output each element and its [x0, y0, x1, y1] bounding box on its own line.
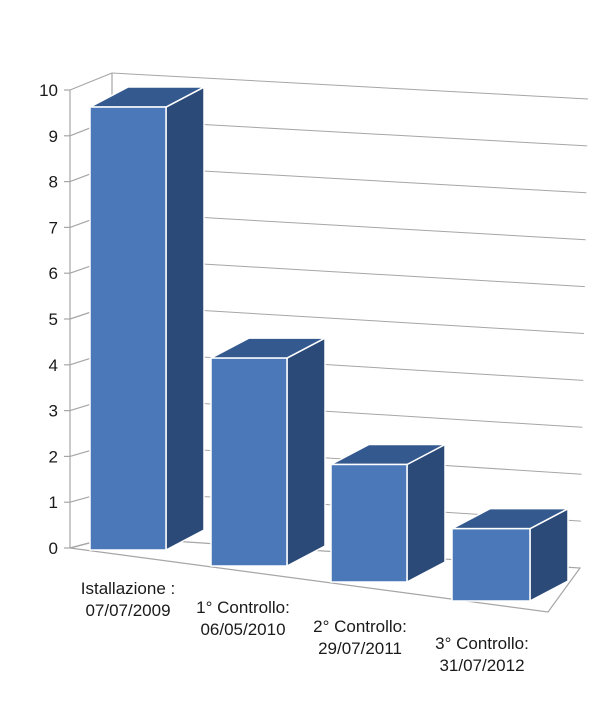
x-axis-labels: Istallazione : 07/07/2009 1° Controllo: 06/… [81, 579, 529, 675]
bar-side-face [406, 443, 446, 583]
y-tick-label: 1 [49, 493, 58, 512]
x-category-label-line: 1° Controllo: [196, 598, 290, 617]
y-tick-label: 6 [49, 264, 58, 283]
y-tick-label: 0 [49, 539, 58, 558]
x-category-label: 3° Controllo: 31/07/2012 [435, 634, 529, 675]
x-category-label-line: 06/05/2010 [200, 620, 285, 639]
side-wall-gridline [69, 72, 113, 91]
bars [89, 86, 569, 602]
bar-2 [210, 337, 326, 567]
bar-1 [89, 86, 205, 551]
x-category-label-line: 31/07/2012 [439, 656, 524, 675]
y-axis-ticks: 0 1 2 3 4 5 6 7 8 9 10 [39, 81, 58, 558]
bar-3 [330, 443, 446, 583]
bar-front-face [451, 527, 531, 602]
bar-side-face [286, 337, 326, 567]
y-tick-label: 10 [39, 81, 58, 100]
x-category-label-line: 29/07/2011 [318, 639, 402, 658]
y-tick-label: 7 [49, 218, 58, 237]
bar-front-face [210, 357, 288, 567]
x-category-label: 2° Controllo: 29/07/2011 [313, 617, 407, 658]
bar-side-face [165, 86, 205, 551]
y-tick-label: 8 [49, 173, 58, 192]
y-tick-label: 2 [49, 447, 58, 466]
bar-front-face [89, 106, 167, 551]
x-category-label-line: Istallazione : [81, 579, 176, 598]
gridline [111, 72, 589, 100]
y-tick-label: 5 [49, 310, 58, 329]
x-category-label-line: 3° Controllo: [435, 634, 529, 653]
bar-front-face [330, 463, 408, 583]
bar-4 [451, 507, 569, 602]
x-category-label-line: 2° Controllo: [313, 617, 407, 636]
x-category-label: Istallazione : 07/07/2009 [81, 579, 176, 620]
x-category-label-line: 07/07/2009 [85, 601, 170, 620]
y-tick-label: 3 [49, 402, 58, 421]
y-tick-label: 4 [49, 356, 58, 375]
y-tick-label: 9 [49, 127, 58, 146]
x-category-label: 1° Controllo: 06/05/2010 [196, 598, 290, 639]
